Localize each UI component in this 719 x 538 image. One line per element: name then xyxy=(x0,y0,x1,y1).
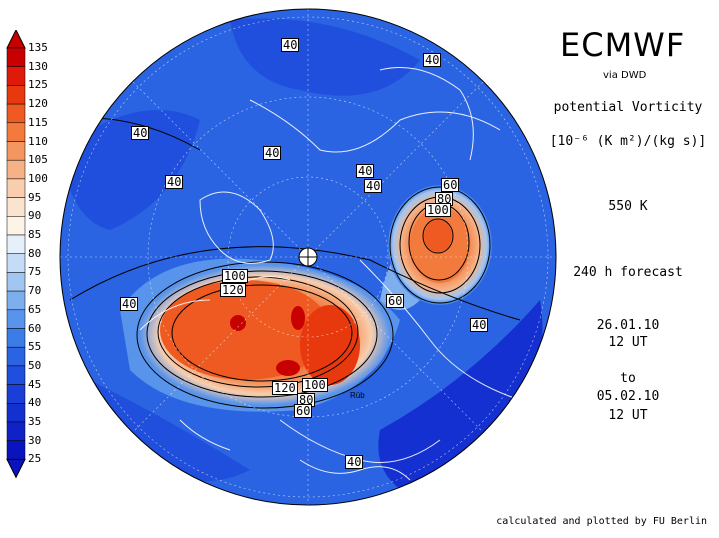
contour-value-label: 40 xyxy=(165,175,184,189)
legend-tick-label: 65 xyxy=(28,302,42,316)
svg-text:Rüb: Rüb xyxy=(350,391,365,400)
legend-swatch xyxy=(6,216,26,236)
to-label: to xyxy=(620,371,636,386)
legend-swatch xyxy=(6,365,26,385)
legend-swatch xyxy=(6,234,26,254)
legend-tick-label: 35 xyxy=(28,415,42,428)
legend-tick-label: 55 xyxy=(28,340,42,354)
legend-swatch xyxy=(6,290,26,311)
legend-top-arrow xyxy=(6,30,26,49)
legend-swatch xyxy=(6,346,26,367)
contour-value-label: 40 xyxy=(345,455,364,469)
legend-tick-label: 105 xyxy=(28,153,48,167)
contour-value-label: 40 xyxy=(364,179,383,193)
legend-swatch xyxy=(6,328,26,348)
legend-swatch xyxy=(6,66,26,86)
legend-swatch xyxy=(6,403,26,423)
legend-tick-label: 110 xyxy=(28,134,48,148)
contour-value-label: 60 xyxy=(441,178,460,192)
legend-tick-label: 75 xyxy=(28,265,42,279)
contour-value-label: 60 xyxy=(294,404,313,418)
units-label: [10⁻⁶ (K m²)/(kg s)] xyxy=(549,134,707,149)
legend-swatch xyxy=(6,421,26,441)
contour-value-label: 100 xyxy=(222,269,248,283)
legend-tick-label: 90 xyxy=(28,209,42,223)
legend-tick-label: 135 xyxy=(28,41,48,54)
legend-swatch xyxy=(6,440,26,460)
legend-tick-label: 100 xyxy=(28,171,48,185)
legend-tick-label: 60 xyxy=(28,321,42,335)
valid-date: 05.02.10 xyxy=(596,389,660,404)
legend-swatch xyxy=(6,178,26,198)
legend-tick-label: 130 xyxy=(28,59,48,73)
legend-tick-label: 80 xyxy=(28,246,42,260)
variable-label: potential Vorticity xyxy=(553,100,703,115)
contour-value-label: 40 xyxy=(263,146,282,160)
legend-swatch xyxy=(6,103,26,124)
contour-value-label: 80 xyxy=(297,393,316,407)
contour-value-label: 120 xyxy=(272,381,298,395)
legend-tick-label: 50 xyxy=(28,358,42,372)
init-date: 26.01.10 xyxy=(596,318,660,333)
contour-value-label: 40 xyxy=(423,53,442,67)
contour-value-label: 40 xyxy=(281,38,300,52)
legend-swatch xyxy=(6,141,26,161)
credit-line: calculated and plotted by FU Berlin xyxy=(496,516,707,527)
legend-tick-label: 40 xyxy=(28,396,42,410)
legend-tick-label: 115 xyxy=(28,115,48,129)
legend-tick-label: 25 xyxy=(28,452,42,466)
valid-time: 12 UT xyxy=(608,408,648,423)
legend-tick-label: 30 xyxy=(28,433,42,447)
legend-swatch xyxy=(6,197,26,217)
legend-swatch xyxy=(6,159,26,180)
contour-value-label: 120 xyxy=(220,283,246,297)
level-label: 550 K xyxy=(608,199,648,214)
init-time: 12 UT xyxy=(608,335,648,350)
contour-value-label: 40 xyxy=(131,126,150,140)
legend-swatch xyxy=(6,122,26,142)
legend-tick-label: 45 xyxy=(28,377,42,391)
contour-value-label: 100 xyxy=(302,378,328,392)
legend-colorbar xyxy=(6,30,26,479)
legend-swatch xyxy=(6,85,26,105)
legend-swatch xyxy=(6,47,26,67)
legend-bottom-arrow xyxy=(6,458,26,479)
forecast-label: 240 h forecast xyxy=(573,265,683,280)
contour-value-label: 60 xyxy=(386,294,405,308)
contour-value-label: 100 xyxy=(425,203,451,217)
legend-tick-label: 120 xyxy=(28,97,48,111)
contour-value-label: 40 xyxy=(356,164,375,178)
contour-value-label: 40 xyxy=(470,318,489,332)
contour-value-label: 40 xyxy=(120,297,139,311)
legend-tick-label: 95 xyxy=(28,190,42,204)
model-title: ECMWF xyxy=(560,26,686,64)
legend-tick-label: 70 xyxy=(28,284,42,298)
legend-swatch xyxy=(6,309,26,329)
legend-swatch xyxy=(6,253,26,273)
legend-tick-label: 125 xyxy=(28,78,48,92)
source-label: via DWD xyxy=(603,70,647,81)
legend-tick-label: 85 xyxy=(28,228,42,241)
legend-swatch xyxy=(6,272,26,292)
legend-swatch xyxy=(6,384,26,404)
